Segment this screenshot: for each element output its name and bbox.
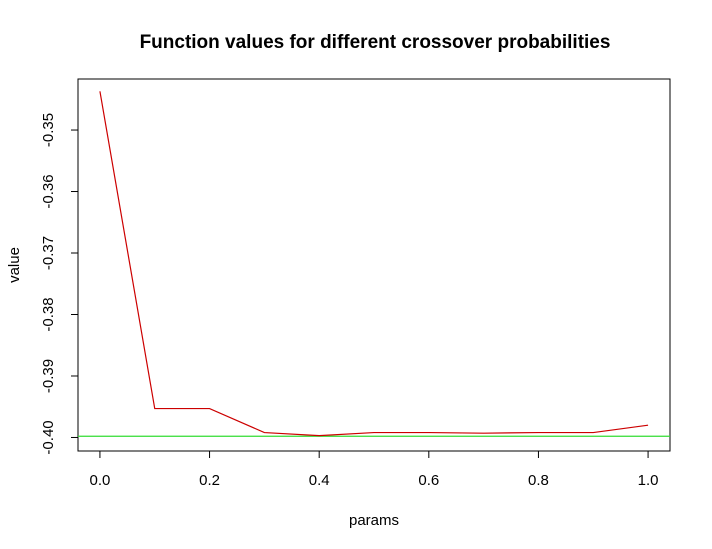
- y-tick-label: -0.39: [40, 359, 57, 393]
- x-tick-label: 0.6: [418, 472, 439, 489]
- y-tick-label: -0.38: [40, 297, 57, 331]
- y-axis: -0.35 -0.36 -0.37 -0.38 -0.39 -0.40: [40, 113, 79, 455]
- x-tick-label: 0.4: [309, 472, 330, 489]
- x-tick-label: 0.2: [199, 472, 220, 489]
- y-axis-label: value: [6, 247, 23, 283]
- y-tick-label: -0.40: [40, 420, 57, 454]
- y-tick-label: -0.35: [40, 113, 57, 147]
- x-tick-label: 0.0: [89, 472, 110, 489]
- x-axis-label: params: [349, 512, 399, 529]
- chart-title: Function values for different crossover …: [140, 32, 611, 53]
- series-layer: [78, 91, 670, 437]
- x-axis: 0.0 0.2 0.4 0.6 0.8 1.0: [89, 450, 659, 489]
- x-tick-label: 1.0: [638, 472, 659, 489]
- series-line: [99, 91, 649, 437]
- y-tick-label: -0.36: [40, 174, 57, 208]
- plot-frame: [77, 78, 671, 452]
- y-tick-label: -0.37: [40, 236, 57, 270]
- x-tick-label: 0.8: [528, 472, 549, 489]
